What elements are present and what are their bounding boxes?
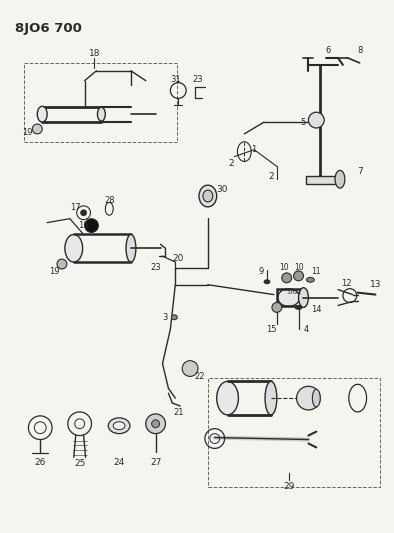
Text: 11: 11 xyxy=(312,268,321,277)
Text: 2: 2 xyxy=(229,159,234,168)
Text: 25: 25 xyxy=(74,459,85,467)
Text: 13: 13 xyxy=(370,280,381,289)
Text: 4: 4 xyxy=(304,325,309,334)
Ellipse shape xyxy=(265,381,277,415)
Ellipse shape xyxy=(217,381,238,415)
Text: 22: 22 xyxy=(195,372,205,381)
Text: 7: 7 xyxy=(357,167,362,176)
Text: 8: 8 xyxy=(357,46,362,54)
Text: 30: 30 xyxy=(216,184,227,193)
Ellipse shape xyxy=(199,185,217,207)
Ellipse shape xyxy=(113,422,125,430)
Circle shape xyxy=(81,210,87,216)
Ellipse shape xyxy=(295,305,302,309)
Text: 31: 31 xyxy=(170,75,180,84)
Text: 5: 5 xyxy=(301,118,306,126)
Circle shape xyxy=(309,112,324,128)
Text: 23: 23 xyxy=(193,75,203,84)
Circle shape xyxy=(294,271,303,281)
Ellipse shape xyxy=(65,235,83,262)
Text: 17: 17 xyxy=(71,203,81,212)
Text: 2: 2 xyxy=(268,172,274,181)
Text: 9: 9 xyxy=(258,268,264,277)
Bar xyxy=(208,378,380,487)
Text: 19: 19 xyxy=(22,128,33,138)
Text: 3: 3 xyxy=(163,313,168,322)
Text: 8JO6 700: 8JO6 700 xyxy=(15,21,82,35)
Ellipse shape xyxy=(37,106,47,122)
Text: 28: 28 xyxy=(104,197,115,205)
Text: 23: 23 xyxy=(150,263,161,272)
Text: 18: 18 xyxy=(89,49,100,58)
Ellipse shape xyxy=(126,235,136,262)
Ellipse shape xyxy=(335,171,345,188)
Text: 14: 14 xyxy=(311,305,322,314)
Ellipse shape xyxy=(171,315,177,320)
Circle shape xyxy=(282,273,292,283)
Circle shape xyxy=(32,124,42,134)
Text: 1: 1 xyxy=(251,145,257,154)
Text: 10: 10 xyxy=(294,263,303,272)
Polygon shape xyxy=(307,176,336,184)
Circle shape xyxy=(146,414,165,434)
Text: 21: 21 xyxy=(173,408,184,417)
Ellipse shape xyxy=(264,280,270,284)
Ellipse shape xyxy=(307,277,314,282)
Ellipse shape xyxy=(312,389,320,407)
Text: 15: 15 xyxy=(266,325,276,334)
Text: 12: 12 xyxy=(341,279,351,288)
Ellipse shape xyxy=(97,107,105,121)
Text: 27: 27 xyxy=(150,458,161,467)
Text: 16: 16 xyxy=(78,221,89,230)
Text: 20: 20 xyxy=(173,254,184,263)
Ellipse shape xyxy=(299,288,309,308)
Text: 6: 6 xyxy=(325,46,331,54)
Bar xyxy=(24,63,177,142)
Ellipse shape xyxy=(278,289,299,306)
Ellipse shape xyxy=(203,190,213,202)
Text: 29: 29 xyxy=(283,482,294,491)
Text: 24: 24 xyxy=(113,458,125,467)
Text: 26: 26 xyxy=(35,458,46,467)
Text: 19: 19 xyxy=(49,268,59,277)
Circle shape xyxy=(297,386,320,410)
Circle shape xyxy=(272,303,282,312)
Text: 10: 10 xyxy=(279,263,288,272)
Circle shape xyxy=(152,420,160,427)
Ellipse shape xyxy=(108,418,130,434)
Circle shape xyxy=(182,361,198,376)
Circle shape xyxy=(85,219,98,232)
Text: .062: .062 xyxy=(286,289,301,295)
Circle shape xyxy=(57,259,67,269)
